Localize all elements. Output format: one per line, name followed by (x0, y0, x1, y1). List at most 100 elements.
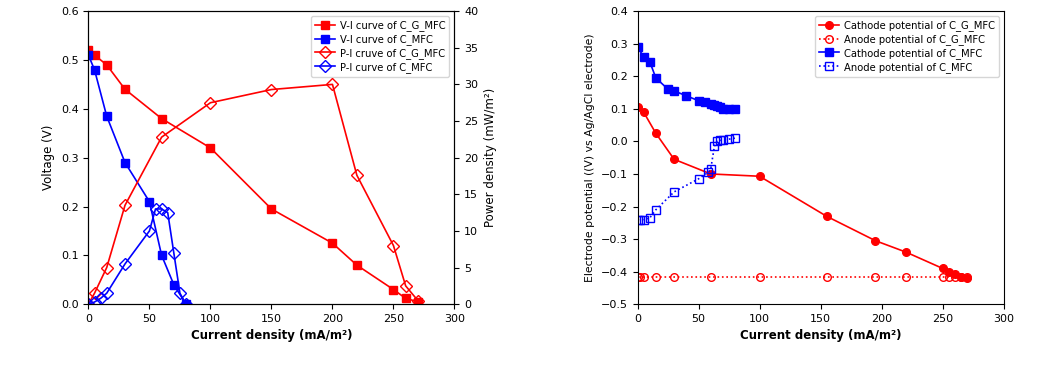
Line: Anode potential of C_G_MFC: Anode potential of C_G_MFC (633, 273, 970, 280)
Cathode potential of C_G_MFC (961, 276, 973, 280)
Cathode potential of C_MFC (729, 106, 742, 111)
V-I curve of C_G_MFC (82, 48, 95, 52)
V-I curve of C_MFC (155, 253, 167, 257)
Cathode potential of C_MFC (708, 102, 721, 107)
P-I curve of C_MFC (174, 291, 186, 295)
Cathode potential of C_G_MFC (955, 274, 967, 279)
Cathode potential of C_G_MFC (650, 131, 662, 135)
P-I cruve of C_G_MFC (155, 135, 167, 139)
X-axis label: Current density (mA/m²): Current density (mA/m²) (739, 329, 902, 342)
Anode potential of C_G_MFC (753, 274, 765, 279)
Line: P-I curve of C_MFC: P-I curve of C_MFC (84, 205, 190, 308)
Cathode potential of C_G_MFC (936, 266, 948, 270)
Anode potential of C_G_MFC (668, 274, 680, 279)
Cathode potential of C_G_MFC (638, 110, 650, 114)
Legend: Cathode potential of C_G_MFC, Anode potential of C_G_MFC, Cathode potential of C: Cathode potential of C_G_MFC, Anode pote… (814, 16, 998, 77)
Line: Cathode potential of C_MFC: Cathode potential of C_MFC (633, 43, 739, 113)
Cathode potential of C_MFC (699, 100, 711, 105)
Cathode potential of C_G_MFC (668, 157, 680, 161)
Cathode potential of C_G_MFC (821, 214, 833, 219)
Cathode potential of C_G_MFC (900, 250, 912, 255)
Anode potential of C_MFC (668, 190, 680, 194)
P-I cruve of C_G_MFC (82, 302, 95, 306)
P-I curve of C_MFC (155, 207, 167, 211)
P-I cruve of C_G_MFC (265, 87, 278, 92)
V-I curve of C_G_MFC (119, 87, 131, 92)
Cathode potential of C_MFC (714, 105, 727, 109)
X-axis label: Current density (mA/m²): Current density (mA/m²) (190, 329, 353, 342)
P-I curve of C_MFC (161, 210, 174, 215)
Cathode potential of C_G_MFC (753, 174, 765, 178)
P-I cruve of C_G_MFC (327, 82, 339, 87)
V-I curve of C_G_MFC (350, 263, 363, 267)
V-I curve of C_G_MFC (155, 116, 167, 121)
V-I curve of C_G_MFC (327, 241, 339, 245)
Anode potential of C_G_MFC (955, 274, 967, 279)
Anode potential of C_MFC (729, 136, 742, 140)
Anode potential of C_MFC (710, 139, 723, 144)
P-I cruve of C_G_MFC (119, 203, 131, 207)
Line: P-I cruve of C_G_MFC: P-I cruve of C_G_MFC (84, 80, 422, 308)
Cathode potential of C_MFC (668, 89, 680, 93)
P-I curve of C_MFC (101, 291, 113, 295)
Cathode potential of C_G_MFC (948, 272, 961, 276)
Anode potential of C_G_MFC (869, 274, 882, 279)
P-I curve of C_MFC (150, 207, 162, 211)
Anode potential of C_MFC (704, 167, 717, 171)
Anode potential of C_MFC (638, 217, 650, 222)
P-I curve of C_MFC (144, 229, 156, 233)
Anode potential of C_MFC (708, 144, 721, 148)
Anode potential of C_MFC (723, 137, 735, 141)
Cathode potential of C_MFC (638, 55, 650, 59)
Anode potential of C_G_MFC (936, 274, 948, 279)
Cathode potential of C_MFC (710, 104, 723, 108)
V-I curve of C_MFC (144, 200, 156, 204)
Cathode potential of C_G_MFC (631, 105, 644, 109)
V-I curve of C_G_MFC (101, 63, 113, 67)
V-I curve of C_G_MFC (88, 53, 101, 57)
Cathode potential of C_MFC (723, 106, 735, 111)
P-I curve of C_MFC (180, 302, 192, 306)
P-I curve of C_MFC (95, 296, 107, 301)
V-I curve of C_G_MFC (387, 288, 399, 292)
Cathode potential of C_MFC (650, 76, 662, 80)
Anode potential of C_G_MFC (821, 274, 833, 279)
Cathode potential of C_MFC (704, 102, 717, 106)
Y-axis label: Voltage (V): Voltage (V) (43, 125, 55, 190)
P-I cruve of C_G_MFC (412, 298, 424, 303)
Cathode potential of C_MFC (661, 87, 674, 92)
P-I curve of C_MFC (167, 251, 180, 255)
Cathode potential of C_MFC (717, 106, 729, 111)
Anode potential of C_MFC (717, 138, 729, 142)
Cathode potential of C_G_MFC (869, 239, 882, 243)
Legend: V-I curve of C_G_MFC, V-I curve of C_MFC, P-I cruve of C_G_MFC, P-I curve of C_M: V-I curve of C_G_MFC, V-I curve of C_MFC… (311, 16, 449, 77)
Anode potential of C_G_MFC (638, 274, 650, 279)
Y-axis label: Electrode potential ((V) vs Ag/AgCl electrode): Electrode potential ((V) vs Ag/AgCl elec… (586, 33, 595, 282)
P-I cruve of C_G_MFC (204, 101, 216, 105)
V-I curve of C_G_MFC (204, 146, 216, 150)
Anode potential of C_G_MFC (704, 274, 717, 279)
V-I curve of C_G_MFC (412, 299, 424, 304)
Anode potential of C_MFC (633, 217, 646, 222)
V-I curve of C_MFC (167, 282, 180, 287)
P-I cruve of C_G_MFC (387, 243, 399, 248)
V-I curve of C_G_MFC (265, 207, 278, 211)
Cathode potential of C_MFC (644, 59, 656, 64)
Cathode potential of C_G_MFC (704, 172, 717, 176)
Anode potential of C_G_MFC (948, 274, 961, 279)
P-I cruve of C_G_MFC (399, 284, 412, 288)
Y-axis label: Power density (mW/m²): Power density (mW/m²) (484, 88, 497, 227)
V-I curve of C_MFC (82, 53, 95, 57)
Cathode potential of C_G_MFC (942, 269, 955, 274)
Cathode potential of C_MFC (680, 93, 693, 98)
Line: V-I curve of C_G_MFC: V-I curve of C_G_MFC (84, 46, 421, 306)
Cathode potential of C_MFC (693, 98, 705, 103)
Anode potential of C_G_MFC (650, 274, 662, 279)
P-I cruve of C_G_MFC (350, 173, 363, 177)
Line: Anode potential of C_MFC: Anode potential of C_MFC (633, 134, 739, 223)
V-I curve of C_MFC (180, 302, 192, 306)
Anode potential of C_G_MFC (900, 274, 912, 279)
Anode potential of C_MFC (631, 217, 644, 222)
V-I curve of C_MFC (88, 68, 101, 72)
Anode potential of C_G_MFC (631, 274, 644, 279)
